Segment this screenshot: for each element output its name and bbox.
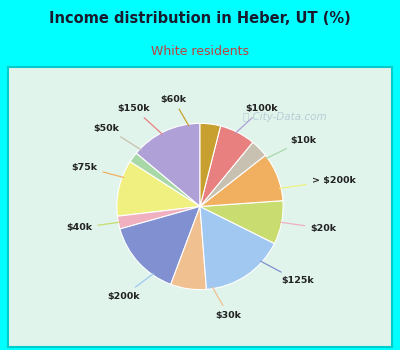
Wedge shape <box>120 206 200 284</box>
Text: $20k: $20k <box>280 222 336 233</box>
Text: ⓘ City-Data.com: ⓘ City-Data.com <box>243 112 326 122</box>
Wedge shape <box>171 206 206 289</box>
Wedge shape <box>136 124 200 206</box>
Text: > $200k: > $200k <box>280 176 356 188</box>
Text: $40k: $40k <box>66 222 120 232</box>
Text: White residents: White residents <box>151 45 249 58</box>
Wedge shape <box>200 126 253 206</box>
Text: $200k: $200k <box>107 274 154 301</box>
Text: $10k: $10k <box>266 135 317 159</box>
Text: $100k: $100k <box>236 104 278 133</box>
Text: $60k: $60k <box>160 95 189 126</box>
Text: $30k: $30k <box>212 287 241 320</box>
Wedge shape <box>200 124 220 206</box>
Text: $150k: $150k <box>118 104 162 134</box>
Wedge shape <box>200 206 274 289</box>
Wedge shape <box>200 201 283 244</box>
Text: Income distribution in Heber, UT (%): Income distribution in Heber, UT (%) <box>49 12 351 26</box>
Text: $125k: $125k <box>261 261 314 285</box>
Text: $75k: $75k <box>72 163 124 177</box>
Wedge shape <box>130 153 200 206</box>
Wedge shape <box>200 142 266 206</box>
Wedge shape <box>118 206 200 229</box>
Wedge shape <box>200 155 283 206</box>
Text: $50k: $50k <box>94 124 141 150</box>
Wedge shape <box>117 162 200 216</box>
